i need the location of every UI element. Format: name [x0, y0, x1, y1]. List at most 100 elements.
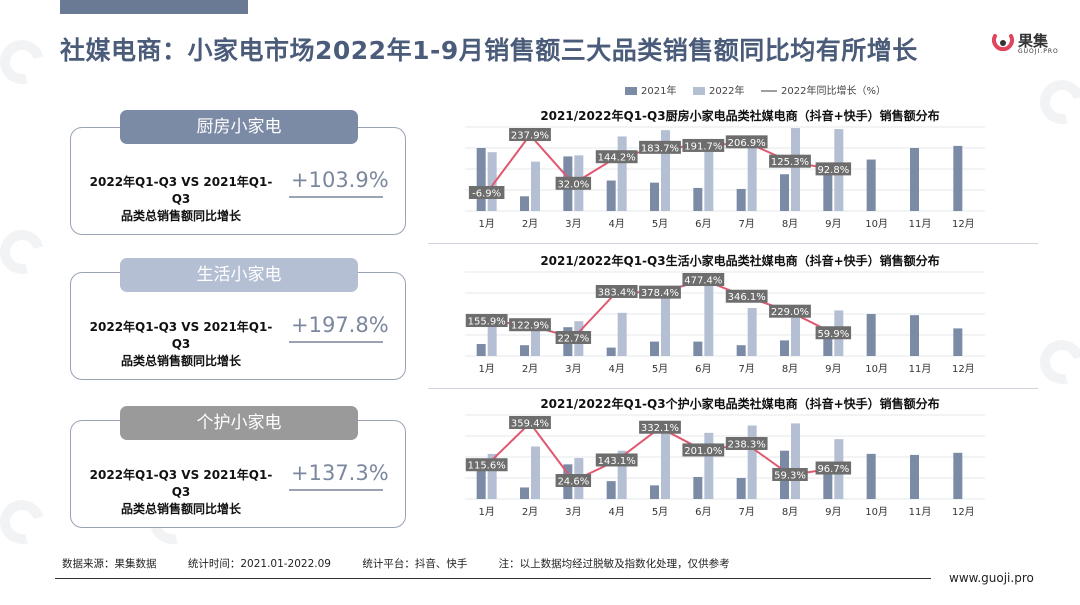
growth-value: +197.8% — [291, 313, 389, 337]
growth-label-text: 24.6% — [557, 477, 589, 488]
growth-data-label: 183.7% — [639, 140, 681, 154]
growth-label-box — [769, 154, 811, 168]
growth-data-label: 143.1% — [595, 453, 638, 467]
bar-2021 — [910, 315, 919, 356]
panel-kitchen: 2022年Q1-Q3 VS 2021年Q1-Q3 品类总销售额同比增长 +103… — [70, 127, 406, 235]
bar-2022 — [747, 308, 757, 356]
bar-2021 — [650, 182, 659, 211]
bar-2022 — [791, 128, 800, 211]
x-tick-label: 6月 — [695, 506, 711, 518]
growth-label-box — [555, 474, 592, 487]
x-tick-label: 7月 — [738, 506, 754, 518]
x-tick-label: 4月 — [608, 218, 624, 230]
growth-label-text: 143.1% — [598, 456, 636, 467]
growth-label-text: 96.7% — [817, 464, 849, 475]
x-tick-label: 11月 — [909, 363, 932, 375]
bar-2022 — [617, 136, 627, 211]
panel-tag-kitchen: 厨房小家电 — [120, 110, 358, 144]
growth-label-box — [595, 150, 638, 164]
legend-swatch-2021 — [625, 87, 637, 95]
bar-2021 — [953, 145, 963, 211]
x-tick-label: 5月 — [652, 506, 668, 518]
chart-personal-care: 1月 2月 3月 4月 5月 6月 7月 8月 9月 10月 11月 12月 115.6% 359.4% 2… — [465, 414, 985, 518]
metric-line-2: 品类总销售额同比增长 — [120, 502, 241, 516]
bar-2022 — [747, 142, 757, 211]
x-tick-label: 12月 — [952, 218, 975, 230]
bar-2022 — [661, 130, 670, 211]
bar-2022 — [617, 312, 627, 356]
growth-label-text: 32.0% — [557, 179, 589, 190]
growth-label-box — [769, 304, 811, 318]
growth-data-label: 59.3% — [772, 467, 808, 481]
growth-label-text: 346.1% — [728, 292, 766, 303]
bar-2021 — [650, 341, 659, 356]
growth-label-text: 191.7% — [684, 141, 722, 152]
x-tick-label: 2月 — [522, 218, 538, 230]
bar-2021 — [910, 454, 919, 499]
growth-data-label: -6.9% — [468, 186, 505, 200]
growth-label-box — [682, 273, 725, 286]
x-tick-label: 5月 — [652, 218, 668, 230]
footer-source: 数据来源：果集数据 — [62, 558, 157, 570]
bar-2021 — [823, 327, 833, 356]
growth-data-label: 378.4% — [639, 285, 681, 299]
panel-tag-living: 生活小家电 — [120, 258, 358, 292]
bar-2022 — [617, 450, 627, 499]
bar-2022 — [531, 446, 540, 499]
bar-2021 — [476, 461, 486, 499]
growth-label-text: 22.7% — [557, 334, 589, 345]
growth-data-label: 115.6% — [465, 458, 508, 472]
page-title: 社媒电商：小家电市场2022年1-9月销售额三大品类销售额同比均有所增长 — [60, 36, 918, 65]
growth-data-label: 359.4% — [509, 416, 551, 430]
metric-line-1: 2022年Q1-Q3 VS 2021年Q1-Q3 — [89, 320, 273, 351]
growth-underline — [289, 489, 383, 491]
x-tick-label: 8月 — [782, 218, 798, 230]
growth-label-text: 383.4% — [598, 287, 636, 298]
chart-title-kitchen: 2021/2022年Q1-Q3厨房小家电品类社媒电商（抖音+快手）销售额分布 — [540, 109, 940, 123]
metric-description: 2022年Q1-Q3 VS 2021年Q1-Q3 品类总销售额同比增长 — [81, 319, 281, 370]
growth-data-label: 144.2% — [595, 150, 638, 164]
growth-data-label: 238.3% — [725, 436, 768, 450]
growth-label-box — [772, 467, 808, 481]
panel-tag-personal-care: 个护小家电 — [120, 406, 358, 440]
x-tick-label: 5月 — [652, 363, 668, 375]
growth-label-box — [509, 416, 551, 429]
growth-label-text: 59.3% — [774, 470, 806, 481]
growth-data-label: 332.1% — [639, 420, 681, 434]
growth-label-text: 378.4% — [641, 288, 679, 299]
bar-2022 — [791, 423, 800, 499]
bar-2021 — [650, 485, 659, 499]
growth-data-label: 383.4% — [595, 284, 638, 298]
bar-2021 — [866, 453, 876, 499]
growth-label-text: 237.9% — [511, 131, 549, 142]
x-tick-label: 1月 — [478, 506, 494, 518]
growth-label-box — [815, 461, 852, 475]
bar-2021 — [866, 159, 876, 211]
growth-data-label: 191.7% — [682, 138, 725, 152]
growth-data-label: 122.9% — [509, 318, 551, 332]
x-tick-label: 2月 — [522, 363, 538, 375]
chart-living: 1月 2月 3月 4月 5月 6月 7月 8月 9月 10月 11月 12月 155.9% 122.9% 2… — [465, 271, 985, 375]
top-accent-bar — [60, 0, 248, 14]
chart-kitchen: 1月 2月 3月 4月 5月 6月 7月 8月 9月 10月 11月 12月 -6.9% 237.9% 32… — [465, 126, 985, 230]
growth-data-label: 96.7% — [815, 461, 852, 475]
growth-underline — [289, 196, 383, 198]
guoji-logo-icon — [992, 34, 1014, 52]
growth-label-box — [815, 326, 852, 340]
legend-label-2022: 2022年 — [709, 86, 745, 97]
growth-label-box — [725, 135, 768, 149]
footer-period: 统计时间：2021.01-2022.09 — [187, 558, 331, 570]
bar-2021 — [866, 314, 876, 356]
growth-label-box — [595, 284, 638, 298]
bar-2022 — [791, 306, 800, 356]
metric-line-1: 2022年Q1-Q3 VS 2021年Q1-Q3 — [89, 468, 273, 499]
bar-2021 — [520, 196, 529, 211]
bar-2021 — [606, 180, 616, 211]
bar-2022 — [661, 431, 670, 499]
x-tick-label: 9月 — [825, 218, 841, 230]
bar-2022 — [661, 288, 670, 356]
metric-line-1: 2022年Q1-Q3 VS 2021年Q1-Q3 — [89, 175, 273, 206]
growth-data-label: 92.8% — [815, 162, 852, 176]
growth-data-label: 201.0% — [682, 443, 725, 457]
growth-label-box — [639, 285, 681, 299]
